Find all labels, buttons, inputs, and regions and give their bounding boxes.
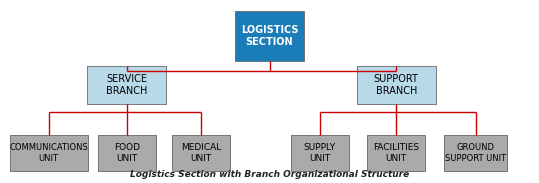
FancyBboxPatch shape bbox=[444, 135, 507, 171]
Text: MEDICAL
UNIT: MEDICAL UNIT bbox=[181, 143, 221, 163]
Text: GROUND
SUPPORT UNIT: GROUND SUPPORT UNIT bbox=[445, 143, 506, 163]
Text: LOGISTICS
SECTION: LOGISTICS SECTION bbox=[241, 25, 298, 47]
FancyBboxPatch shape bbox=[98, 135, 156, 171]
FancyBboxPatch shape bbox=[367, 135, 425, 171]
Text: SUPPLY
UNIT: SUPPLY UNIT bbox=[303, 143, 336, 163]
Text: SERVICE
BRANCH: SERVICE BRANCH bbox=[106, 74, 148, 96]
Text: SUPPORT
BRANCH: SUPPORT BRANCH bbox=[374, 74, 419, 96]
FancyBboxPatch shape bbox=[291, 135, 349, 171]
FancyBboxPatch shape bbox=[172, 135, 230, 171]
FancyBboxPatch shape bbox=[10, 135, 88, 171]
Text: Logistics Section with Branch Organizational Structure: Logistics Section with Branch Organizati… bbox=[130, 170, 409, 179]
Text: FACILITIES
UNIT: FACILITIES UNIT bbox=[373, 143, 419, 163]
FancyBboxPatch shape bbox=[357, 66, 436, 104]
FancyBboxPatch shape bbox=[87, 66, 167, 104]
Text: FOOD
UNIT: FOOD UNIT bbox=[114, 143, 140, 163]
Text: COMMUNICATIONS
UNIT: COMMUNICATIONS UNIT bbox=[9, 143, 88, 163]
FancyBboxPatch shape bbox=[235, 11, 304, 61]
